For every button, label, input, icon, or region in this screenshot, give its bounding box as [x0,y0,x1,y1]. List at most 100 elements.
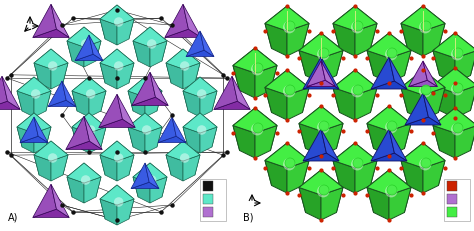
Polygon shape [99,119,135,128]
Polygon shape [34,155,51,181]
Polygon shape [67,41,84,67]
Polygon shape [89,91,106,117]
Polygon shape [455,125,474,158]
Polygon shape [433,51,455,83]
Polygon shape [367,33,411,58]
Polygon shape [333,6,355,49]
Polygon shape [287,6,309,49]
Text: B): B) [243,213,254,223]
Polygon shape [150,41,167,67]
Circle shape [453,123,463,133]
Circle shape [86,125,95,135]
Polygon shape [89,77,106,111]
Circle shape [353,85,363,95]
Polygon shape [409,80,438,87]
Polygon shape [100,63,117,89]
Circle shape [86,89,95,99]
Polygon shape [303,81,339,89]
Polygon shape [51,63,68,89]
Polygon shape [72,91,89,117]
Polygon shape [265,70,309,95]
Polygon shape [131,182,159,188]
Polygon shape [133,163,167,183]
Polygon shape [183,91,200,117]
Polygon shape [299,170,321,213]
Polygon shape [333,88,355,120]
Polygon shape [0,76,8,109]
Polygon shape [183,63,200,89]
Polygon shape [423,24,445,56]
Polygon shape [433,108,455,151]
Circle shape [142,125,152,135]
Polygon shape [233,48,255,91]
Polygon shape [423,88,445,120]
Polygon shape [423,6,445,49]
Circle shape [351,85,364,97]
Polygon shape [34,117,48,143]
Polygon shape [371,153,407,161]
Polygon shape [67,177,84,203]
Polygon shape [455,68,474,110]
Circle shape [48,61,57,71]
Polygon shape [34,141,68,161]
Polygon shape [183,141,200,175]
Polygon shape [321,33,343,76]
Polygon shape [158,136,186,143]
Polygon shape [51,155,68,181]
Polygon shape [72,113,89,147]
Bar [447,181,457,191]
Circle shape [285,85,295,95]
Polygon shape [117,155,134,181]
Polygon shape [67,27,101,47]
Polygon shape [34,91,51,117]
Polygon shape [2,76,20,109]
Polygon shape [165,29,201,37]
Polygon shape [367,170,389,213]
Polygon shape [389,57,407,89]
Circle shape [387,121,397,131]
Polygon shape [287,24,309,56]
Polygon shape [303,57,327,89]
Polygon shape [183,77,200,111]
Polygon shape [367,106,411,131]
Circle shape [31,89,40,99]
Polygon shape [367,170,411,195]
Polygon shape [255,48,277,91]
Polygon shape [287,88,309,120]
Polygon shape [67,163,101,183]
Polygon shape [401,161,423,193]
Circle shape [419,21,431,33]
Polygon shape [299,106,343,131]
Circle shape [421,21,431,31]
Polygon shape [133,27,150,61]
Polygon shape [132,72,155,106]
Circle shape [317,121,329,134]
Polygon shape [265,6,287,49]
Polygon shape [34,77,51,111]
Polygon shape [34,49,51,83]
Polygon shape [321,188,343,220]
Polygon shape [166,141,183,175]
Polygon shape [389,106,411,149]
Polygon shape [34,113,51,147]
Circle shape [283,21,295,33]
Polygon shape [355,161,377,193]
Circle shape [385,121,397,134]
Polygon shape [84,116,102,149]
Circle shape [253,123,263,133]
Polygon shape [455,33,474,76]
Polygon shape [401,24,423,56]
Polygon shape [133,177,150,203]
Circle shape [319,185,329,195]
Circle shape [114,153,123,163]
Polygon shape [145,127,162,153]
Circle shape [197,125,207,135]
Polygon shape [166,49,183,83]
Polygon shape [423,61,438,87]
Polygon shape [128,127,145,153]
Circle shape [351,21,364,33]
Polygon shape [371,57,394,89]
Polygon shape [17,127,34,153]
Polygon shape [333,143,377,168]
Polygon shape [117,5,134,39]
